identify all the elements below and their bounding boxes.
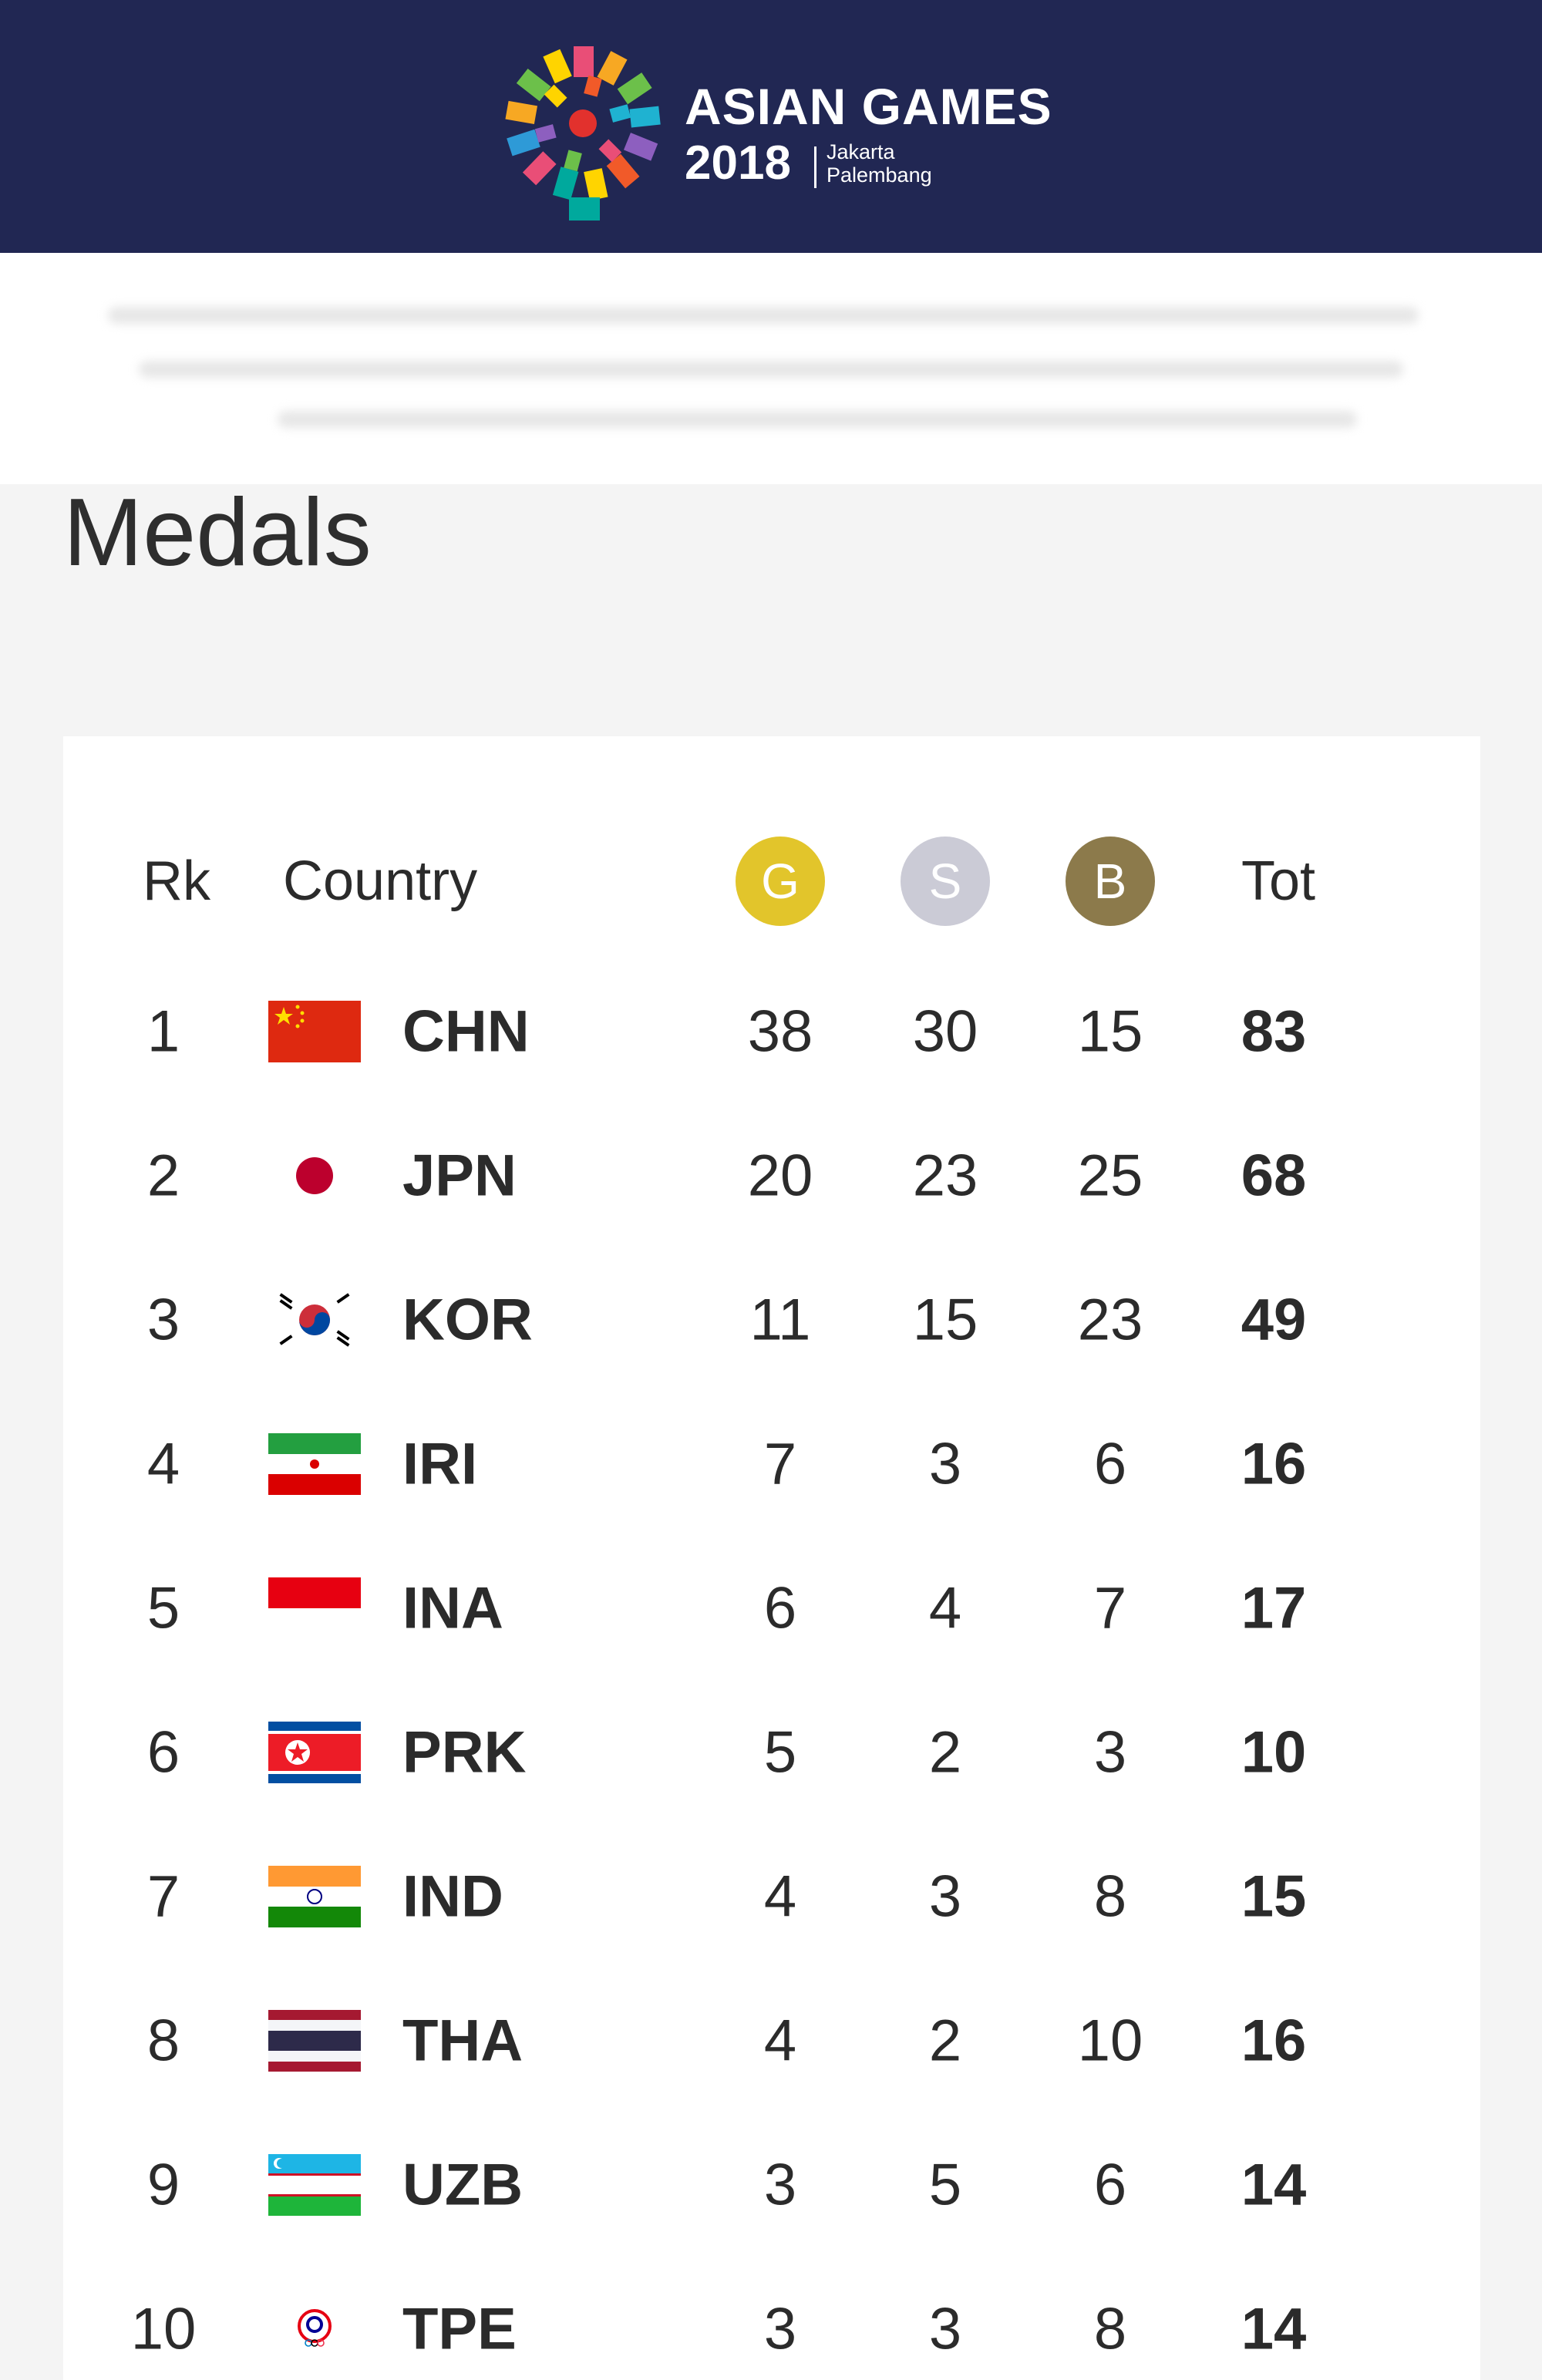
total-count: 68 bbox=[1241, 1143, 1307, 1209]
bronze-medal-icon: B bbox=[1066, 837, 1155, 926]
event-name: ASIAN GAMES bbox=[685, 78, 1052, 135]
total-count: 10 bbox=[1241, 1719, 1307, 1786]
country-code: UZB bbox=[402, 2152, 524, 2218]
column-header-bronze: B bbox=[1093, 853, 1127, 909]
medal-table: Rk Country G S B Tot 1 CHN 38 30 15 83 2 JPN 20 23 25 68 3… bbox=[63, 736, 1480, 2380]
gold-count: 11 bbox=[749, 1287, 811, 1353]
column-header-silver: S bbox=[928, 853, 962, 909]
rank-cell: 7 bbox=[146, 1863, 180, 1930]
gold-count: 6 bbox=[763, 1575, 797, 1641]
column-header-rank: Rk bbox=[143, 850, 210, 912]
rank-cell: 1 bbox=[146, 998, 180, 1065]
gold-count: 20 bbox=[747, 1143, 813, 1209]
gold-count: 7 bbox=[763, 1431, 797, 1497]
japan-flag-icon bbox=[268, 1145, 361, 1207]
bronze-count: 15 bbox=[1077, 998, 1143, 1065]
silver-count: 4 bbox=[928, 1575, 962, 1641]
country-code: KOR bbox=[402, 1287, 533, 1353]
rank-cell: 3 bbox=[146, 1287, 180, 1353]
bronze-count: 6 bbox=[1093, 2152, 1127, 2218]
total-count: 14 bbox=[1241, 2152, 1307, 2218]
host-city-palembang: Palembang bbox=[827, 163, 932, 187]
page-title: Medals bbox=[63, 480, 372, 586]
gold-count: 38 bbox=[747, 998, 813, 1065]
event-year: 2018 bbox=[685, 136, 791, 190]
country-code: TPE bbox=[402, 2296, 517, 2362]
asian-games-logo-icon bbox=[505, 46, 661, 220]
india-flag-icon bbox=[268, 1866, 361, 1927]
rank-cell: 10 bbox=[130, 2296, 197, 2362]
blurred-content-strip bbox=[0, 253, 1542, 484]
total-count: 16 bbox=[1241, 1431, 1307, 1497]
bronze-count: 3 bbox=[1093, 1719, 1127, 1786]
country-code: IRI bbox=[402, 1431, 478, 1497]
bronze-count: 8 bbox=[1093, 2296, 1127, 2362]
indonesia-flag-icon bbox=[268, 1577, 361, 1639]
blurred-line bbox=[108, 307, 1419, 324]
silver-count: 30 bbox=[912, 998, 978, 1065]
bronze-count: 25 bbox=[1077, 1143, 1143, 1209]
gold-count: 4 bbox=[763, 2008, 797, 2074]
total-count: 17 bbox=[1241, 1575, 1307, 1641]
iran-flag-icon bbox=[268, 1433, 361, 1495]
china-flag-icon bbox=[268, 1001, 361, 1062]
uzbekistan-flag-icon bbox=[268, 2154, 361, 2216]
total-count: 15 bbox=[1241, 1863, 1307, 1930]
silver-count: 23 bbox=[912, 1143, 978, 1209]
bronze-count: 8 bbox=[1093, 1863, 1127, 1930]
thailand-flag-icon bbox=[268, 2010, 361, 2072]
rank-cell: 8 bbox=[146, 2008, 180, 2074]
gold-count: 4 bbox=[763, 1863, 797, 1930]
rank-cell: 6 bbox=[146, 1719, 180, 1786]
chinese-taipei-flag-icon bbox=[268, 2298, 361, 2360]
silver-count: 3 bbox=[928, 1863, 962, 1930]
gold-count: 3 bbox=[763, 2296, 797, 2362]
country-code: INA bbox=[402, 1575, 503, 1641]
gold-count: 3 bbox=[763, 2152, 797, 2218]
country-code: CHN bbox=[402, 998, 530, 1065]
silver-count: 5 bbox=[928, 2152, 962, 2218]
total-count: 83 bbox=[1241, 998, 1307, 1065]
silver-count: 3 bbox=[928, 2296, 962, 2362]
column-header-total: Tot bbox=[1241, 850, 1316, 912]
rank-cell: 2 bbox=[146, 1143, 180, 1209]
silver-count: 2 bbox=[928, 2008, 962, 2074]
gold-count: 5 bbox=[763, 1719, 797, 1786]
silver-medal-icon: S bbox=[901, 837, 990, 926]
country-code: JPN bbox=[402, 1143, 517, 1209]
bronze-count: 23 bbox=[1077, 1287, 1143, 1353]
logo-divider bbox=[814, 146, 816, 188]
country-code: THA bbox=[402, 2008, 524, 2074]
silver-count: 2 bbox=[928, 1719, 962, 1786]
silver-count: 15 bbox=[912, 1287, 978, 1353]
rank-cell: 9 bbox=[146, 2152, 180, 2218]
total-count: 14 bbox=[1241, 2296, 1307, 2362]
rank-cell: 5 bbox=[146, 1575, 180, 1641]
column-header-country: Country bbox=[283, 850, 478, 912]
gold-medal-icon: G bbox=[736, 837, 825, 926]
blurred-line bbox=[278, 411, 1357, 428]
north-korea-flag-icon bbox=[268, 1722, 361, 1783]
country-code: IND bbox=[402, 1863, 503, 1930]
country-code: PRK bbox=[402, 1719, 527, 1786]
host-city-jakarta: Jakarta bbox=[827, 140, 895, 163]
column-header-gold: G bbox=[761, 853, 800, 909]
blurred-line bbox=[139, 361, 1403, 378]
header-banner: ASIAN GAMES 2018 Jakarta Palembang bbox=[0, 0, 1542, 253]
south-korea-flag-icon bbox=[268, 1289, 361, 1351]
bronze-count: 7 bbox=[1093, 1575, 1127, 1641]
bronze-count: 6 bbox=[1093, 1431, 1127, 1497]
total-count: 49 bbox=[1241, 1287, 1307, 1353]
rank-cell: 4 bbox=[146, 1431, 180, 1497]
bronze-count: 10 bbox=[1077, 2008, 1143, 2074]
silver-count: 3 bbox=[928, 1431, 962, 1497]
total-count: 16 bbox=[1241, 2008, 1307, 2074]
